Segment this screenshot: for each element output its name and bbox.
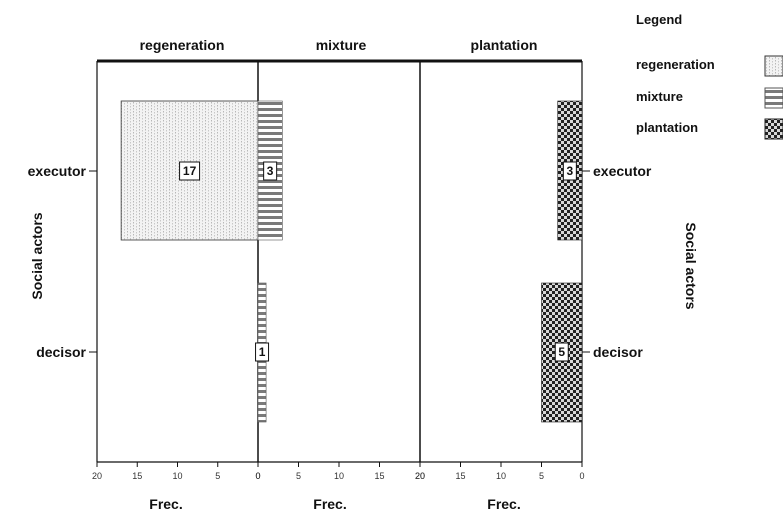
- x-axis-ticks-regeneration: 20 15 10 5 0: [92, 462, 261, 481]
- svg-text:17: 17: [183, 164, 197, 178]
- data-label-plantation-executor: 3: [562, 161, 577, 181]
- panel-title-regeneration: regeneration: [140, 37, 225, 53]
- legend: Legend regeneration mixture plantation: [636, 12, 783, 140]
- legend-label-plantation: plantation: [636, 120, 698, 135]
- data-label-regeneration-executor: 17: [179, 161, 201, 181]
- x-tick-label: 0: [255, 471, 260, 481]
- x-tick-label: 0: [579, 471, 584, 481]
- category-label-right-decisor: decisor: [593, 344, 643, 360]
- svg-text:5: 5: [558, 345, 565, 359]
- y-axis-title-right: Social actors: [683, 222, 699, 309]
- svg-text:1: 1: [259, 345, 266, 359]
- data-label-plantation-decisor: 5: [554, 342, 569, 362]
- x-tick-label: 20: [415, 471, 425, 481]
- data-label-mixture-executor: 3: [263, 161, 278, 181]
- legend-title: Legend: [636, 12, 682, 27]
- legend-label-regeneration: regeneration: [636, 57, 715, 72]
- x-tick-label: 5: [539, 471, 544, 481]
- x-tick-label: 15: [374, 471, 384, 481]
- legend-swatch-mixture: [764, 87, 783, 109]
- x-tick-label: 5: [215, 471, 220, 481]
- x-axis-ticks-plantation: 20 15 10 5 0: [415, 462, 585, 481]
- category-label-left-executor: executor: [28, 163, 87, 179]
- legend-label-mixture: mixture: [636, 89, 683, 104]
- bar-plantation-decisor: [541, 282, 583, 423]
- category-label-right-executor: executor: [593, 163, 652, 179]
- svg-text:3: 3: [567, 164, 574, 178]
- legend-swatch-regeneration: [764, 55, 783, 77]
- x-axis-ticks-mixture: 0 5 10 15 20: [255, 462, 425, 481]
- x-axis-title-mixture: Frec.: [313, 496, 346, 512]
- category-label-left-decisor: decisor: [36, 344, 86, 360]
- x-tick-label: 0: [255, 471, 260, 481]
- x-tick-label: 20: [415, 471, 425, 481]
- panel-title-plantation: plantation: [471, 37, 538, 53]
- svg-text:3: 3: [267, 164, 274, 178]
- panel-title-mixture: mixture: [316, 37, 367, 53]
- legend-swatch-plantation: [764, 118, 783, 140]
- x-tick-label: 20: [92, 471, 102, 481]
- x-axis-title-regeneration: Frec.: [149, 496, 182, 512]
- x-axis-title-plantation: Frec.: [487, 496, 520, 512]
- x-tick-label: 10: [496, 471, 506, 481]
- x-tick-label: 10: [172, 471, 182, 481]
- x-tick-label: 15: [132, 471, 142, 481]
- x-tick-label: 5: [296, 471, 301, 481]
- x-tick-label: 10: [334, 471, 344, 481]
- data-label-mixture-decisor: 1: [255, 342, 270, 362]
- x-tick-label: 15: [455, 471, 465, 481]
- y-axis-title-left: Social actors: [29, 212, 45, 299]
